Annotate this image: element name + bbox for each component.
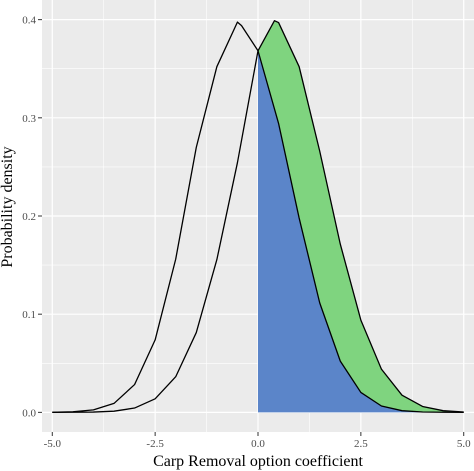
x-tick-label: -5.0 — [44, 438, 62, 450]
x-tick-label: -2.5 — [146, 438, 164, 450]
density-curve-1 — [52, 21, 464, 414]
y-axis-label: Probability density — [0, 146, 16, 267]
y-tick-label: 0.4 — [22, 15, 36, 27]
y-tick-label: 0.3 — [22, 113, 36, 125]
x-tick-label: 5.0 — [457, 438, 471, 450]
x-tick-label: 2.5 — [354, 438, 368, 450]
blue-area — [258, 50, 464, 413]
density-curve-2 — [52, 20, 464, 414]
green-area — [258, 21, 464, 413]
y-tick-label: 0.0 — [22, 407, 36, 419]
density-curves — [52, 20, 464, 414]
axis-ticks: -5.0 -2.5 0.0 2.5 5.0 0.0 0.1 0.2 0.3 0.4 — [22, 15, 471, 450]
x-axis-label: Carp Removal option coefficient — [153, 453, 363, 470]
y-tick-label: 0.2 — [22, 211, 36, 223]
density-fills — [258, 21, 464, 413]
x-tick-label: 0.0 — [251, 438, 265, 450]
y-tick-label: 0.1 — [22, 309, 36, 321]
